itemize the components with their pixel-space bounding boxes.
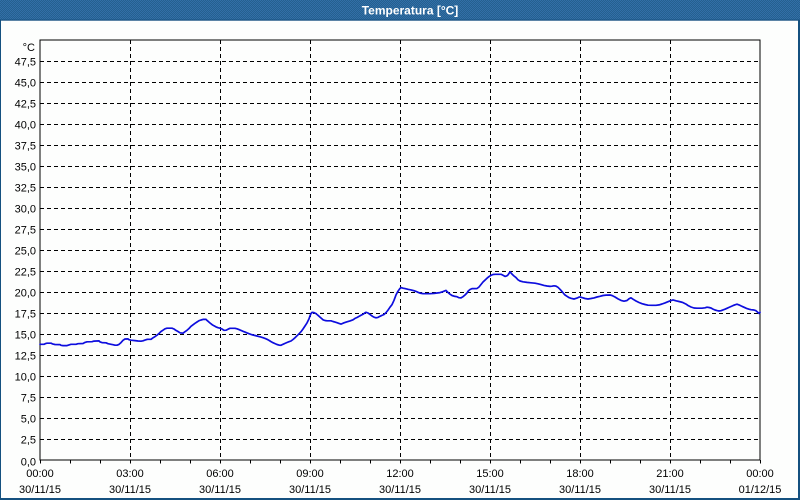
svg-text:27,5: 27,5 xyxy=(15,225,36,237)
svg-text:06:00: 06:00 xyxy=(206,468,234,480)
svg-text:7,5: 7,5 xyxy=(21,393,36,405)
svg-text:20,0: 20,0 xyxy=(15,288,36,300)
svg-text:2,5: 2,5 xyxy=(21,435,36,447)
svg-text:35,0: 35,0 xyxy=(15,162,36,174)
svg-text:10,0: 10,0 xyxy=(15,372,36,384)
svg-text:03:00: 03:00 xyxy=(116,468,144,480)
svg-text:Temperatura [°C]: Temperatura [°C] xyxy=(362,4,459,18)
svg-text:01/12/15: 01/12/15 xyxy=(739,484,782,496)
svg-text:22,5: 22,5 xyxy=(15,267,36,279)
svg-text:30/11/15: 30/11/15 xyxy=(559,484,601,496)
svg-text:30/11/15: 30/11/15 xyxy=(649,484,691,496)
svg-text:30/11/15: 30/11/15 xyxy=(289,484,331,496)
svg-text:37,5: 37,5 xyxy=(15,141,36,153)
svg-text:25,0: 25,0 xyxy=(15,246,36,258)
svg-text:32,5: 32,5 xyxy=(15,183,36,195)
svg-text:21:00: 21:00 xyxy=(656,468,684,480)
svg-text:12:00: 12:00 xyxy=(386,468,414,480)
svg-text:5,0: 5,0 xyxy=(21,414,36,426)
svg-text:0,0: 0,0 xyxy=(21,457,36,469)
svg-text:00:00: 00:00 xyxy=(746,468,774,480)
svg-text:30/11/15: 30/11/15 xyxy=(379,484,421,496)
svg-text:00:00: 00:00 xyxy=(26,468,54,480)
svg-text:45,0: 45,0 xyxy=(15,78,36,90)
svg-text:12,5: 12,5 xyxy=(15,351,36,363)
svg-text:09:00: 09:00 xyxy=(296,468,324,480)
svg-text:40,0: 40,0 xyxy=(15,120,36,132)
svg-text:°C: °C xyxy=(23,42,35,54)
svg-text:15,0: 15,0 xyxy=(15,330,36,342)
svg-text:30/11/15: 30/11/15 xyxy=(199,484,241,496)
svg-text:47,5: 47,5 xyxy=(15,57,36,69)
svg-text:17,5: 17,5 xyxy=(15,309,36,321)
svg-text:30/11/15: 30/11/15 xyxy=(469,484,511,496)
svg-text:30/11/15: 30/11/15 xyxy=(109,484,151,496)
svg-text:30/11/15: 30/11/15 xyxy=(19,484,61,496)
svg-text:15:00: 15:00 xyxy=(476,468,504,480)
svg-text:42,5: 42,5 xyxy=(15,99,36,111)
svg-text:18:00: 18:00 xyxy=(566,468,594,480)
svg-text:30,0: 30,0 xyxy=(15,204,36,216)
